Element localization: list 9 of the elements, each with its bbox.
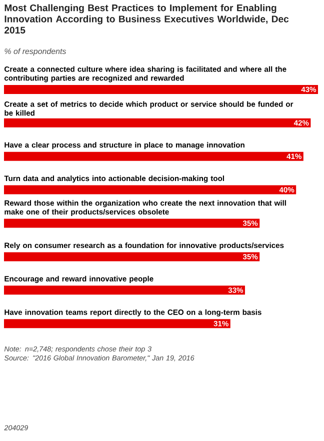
bar xyxy=(4,185,296,194)
bar xyxy=(4,152,304,161)
chart-title: Most Challenging Best Practices to Implement for Enabling Innovation According to Business Executives Worldwide, Dec 2015 xyxy=(4,4,289,34)
bar xyxy=(4,118,311,128)
bar xyxy=(4,286,245,295)
bar xyxy=(4,218,260,228)
bar xyxy=(4,252,260,262)
bar xyxy=(4,84,318,94)
bar xyxy=(4,319,230,328)
